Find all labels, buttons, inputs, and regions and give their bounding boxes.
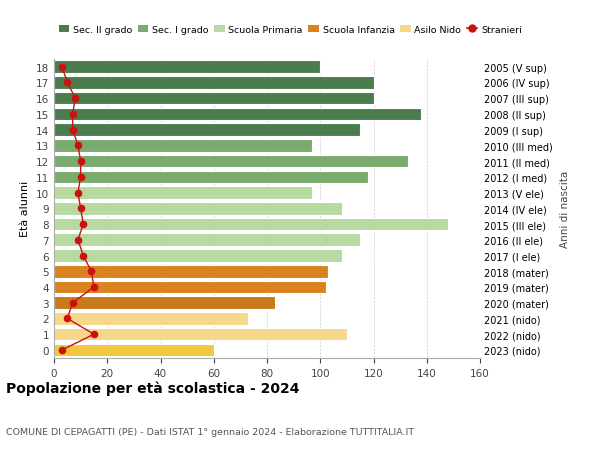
Bar (54, 313, 248, 325)
Bar (54, 328, 347, 341)
Text: COMUNE DI CEPAGATTI (PE) - Dati ISTAT 1° gennaio 2024 - Elaborazione TUTTITALIA.: COMUNE DI CEPAGATTI (PE) - Dati ISTAT 1°… (6, 427, 414, 436)
Y-axis label: Anni di nascita: Anni di nascita (560, 170, 570, 247)
Legend: Sec. II grado, Sec. I grado, Scuola Primaria, Scuola Infanzia, Asilo Nido, Stran: Sec. II grado, Sec. I grado, Scuola Prim… (59, 26, 522, 35)
Bar (54, 156, 408, 168)
Bar (54, 108, 421, 121)
Bar (54, 281, 326, 294)
Bar (54, 61, 320, 74)
Bar (54, 93, 373, 105)
Bar (54, 218, 448, 231)
Bar (54, 297, 275, 309)
Y-axis label: Età alunni: Età alunni (20, 181, 31, 237)
Bar (54, 187, 312, 199)
Bar (54, 202, 341, 215)
Text: Popolazione per età scolastica - 2024: Popolazione per età scolastica - 2024 (6, 380, 299, 395)
Bar (54, 77, 373, 90)
Bar (54, 250, 341, 262)
Bar (54, 265, 328, 278)
Bar (54, 124, 360, 137)
Bar (54, 140, 312, 152)
Bar (54, 344, 214, 357)
Bar (54, 234, 360, 246)
Bar (54, 171, 368, 184)
